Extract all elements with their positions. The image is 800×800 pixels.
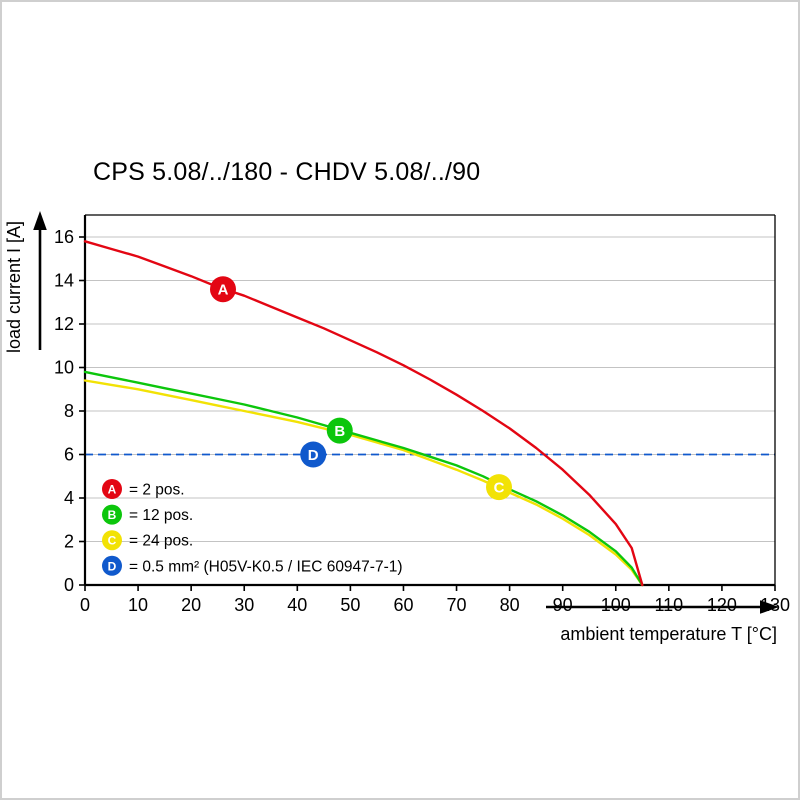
y-tick-label-16: 16 [54, 227, 74, 247]
y-tick-label-8: 8 [64, 401, 74, 421]
x-tick-label-0: 0 [80, 595, 90, 615]
y-axis-label: load current I [A] [4, 221, 24, 353]
x-tick-label-30: 30 [234, 595, 254, 615]
x-tick-label-110: 110 [654, 595, 683, 615]
x-tick-label-70: 70 [447, 595, 467, 615]
legend-label-C: = 24 pos. [129, 533, 193, 550]
x-tick-label-20: 20 [181, 595, 201, 615]
x-tick-label-10: 10 [128, 595, 148, 615]
x-axis-arrow [546, 600, 779, 614]
y-tick-label-2: 2 [64, 532, 74, 552]
y-axis-arrow [33, 211, 47, 350]
marker-B [326, 417, 353, 444]
curve-B [83, 370, 644, 587]
x-tick-label-80: 80 [500, 595, 520, 615]
legend-letter-D: D [108, 559, 117, 573]
x-axis-label: ambient temperature T [°C] [560, 624, 777, 644]
curve-C [83, 379, 644, 587]
legend-letter-B: B [108, 508, 117, 522]
legend-swatch-C [102, 530, 122, 551]
y-tick-label-14: 14 [54, 271, 74, 291]
marker-A [210, 276, 236, 303]
chart-generated-layer: 0 10 20 30 40 50 60 70 80 90 100 110 120 130024681012… [54, 214, 790, 615]
legend-letter-C: C [108, 534, 117, 548]
x-tick-label-50: 50 [340, 595, 360, 615]
y-tick-label-10: 10 [54, 358, 74, 378]
legend-swatch-A [102, 479, 122, 499]
x-tick-label-60: 60 [393, 595, 413, 615]
legend-label-D: = 0.5 mm² (H05V-K0.5 / IEC 60947-7-1) [129, 558, 403, 575]
chart-title: CPS 5.08/../180 - CHDV 5.08/../90 [93, 158, 481, 186]
x-tick-label-100: 100 [601, 595, 631, 615]
y-tick-label-12: 12 [54, 314, 74, 334]
marker-letter-C: C [494, 480, 505, 497]
y-tick-label-4: 4 [64, 488, 74, 508]
marker-D [300, 441, 327, 468]
x-tick-label-120: 120 [707, 595, 737, 615]
legend-label-A: = 2 pos. [129, 482, 185, 499]
marker-letter-D: D [308, 447, 319, 464]
x-tick-label-90: 90 [553, 595, 573, 615]
legend-letter-A: A [108, 483, 117, 497]
y-tick-label-0: 0 [64, 575, 74, 595]
x-tick-label-40: 40 [287, 595, 307, 615]
legend-swatch-B [102, 504, 122, 525]
y-tick-label-6: 6 [64, 445, 74, 465]
legend-label-B: = 12 pos. [129, 507, 193, 524]
marker-C [486, 474, 512, 501]
legend-swatch-D [102, 555, 122, 576]
marker-letter-B: B [334, 423, 345, 440]
marker-letter-A: A [218, 282, 229, 299]
curve-A [83, 240, 644, 587]
